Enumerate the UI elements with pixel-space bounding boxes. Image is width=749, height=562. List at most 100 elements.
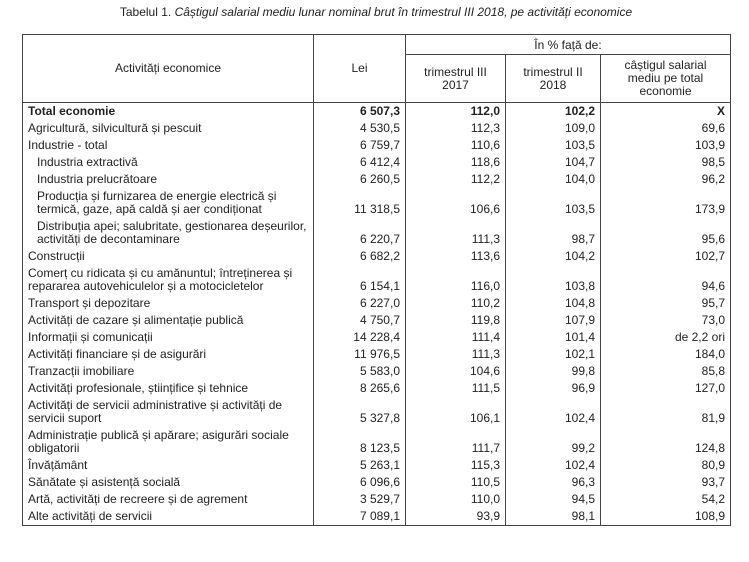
- value-cell: 6 682,2: [313, 248, 406, 265]
- value-cell: 81,9: [600, 397, 731, 427]
- value-cell: 113,6: [405, 248, 506, 265]
- value-cell: X: [600, 102, 731, 120]
- value-cell: 98,1: [505, 508, 601, 526]
- value-cell: 112,3: [405, 120, 506, 137]
- activity-cell: Construcții: [22, 248, 314, 265]
- header-lei: Lei: [313, 34, 406, 103]
- header-row: trimestrul III 2017 trimestrul II 2018 câș…: [23, 54, 731, 103]
- activity-cell: Activități profesionale, științifice și …: [22, 380, 314, 397]
- value-cell: 95,7: [600, 295, 731, 312]
- value-cell: 104,0: [505, 171, 601, 188]
- value-cell: 94,5: [505, 491, 601, 508]
- table-row: Transport și depozitare 6 227,0 110,2 104,8…: [22, 295, 731, 312]
- value-cell: 6 096,6: [313, 474, 406, 491]
- value-cell: 6 759,7: [313, 137, 406, 154]
- activity-cell: Industria extractivă: [22, 154, 314, 171]
- data-table: Activități economice Lei În % față de: t…: [22, 34, 731, 526]
- activity-cell: Tranzacții imobiliare: [22, 363, 314, 380]
- value-cell: 111,7: [405, 427, 506, 457]
- table-row: Industrie - total 6 759,7 110,6 103,5 103,9: [22, 137, 731, 154]
- value-cell: 103,5: [505, 137, 601, 154]
- header-activity: Activități economice: [22, 34, 314, 103]
- activity-cell: Administrație publică și apărare; asigur…: [22, 427, 314, 457]
- value-cell: 4 750,7: [313, 312, 406, 329]
- value-cell: 103,9: [600, 137, 731, 154]
- table-body: Total economie 6 507,3 112,0 102,2 X Agricult…: [22, 102, 731, 526]
- value-cell: 11 318,5: [313, 188, 406, 218]
- value-cell: 110,5: [405, 474, 506, 491]
- value-cell: 80,9: [600, 457, 731, 474]
- value-cell: 7 089,1: [313, 508, 406, 526]
- value-cell: 4 530,5: [313, 120, 406, 137]
- value-cell: 115,3: [405, 457, 506, 474]
- value-cell: 111,4: [405, 329, 506, 346]
- value-cell: 5 583,0: [313, 363, 406, 380]
- value-cell: 6 507,3: [313, 102, 406, 120]
- value-cell: 96,9: [505, 380, 601, 397]
- activity-cell: Transport și depozitare: [22, 295, 314, 312]
- activity-cell: Comerț cu ridicata și cu amănuntul; într…: [22, 265, 314, 295]
- value-cell: 104,8: [505, 295, 601, 312]
- value-cell: 111,3: [405, 218, 506, 248]
- value-cell: 5 263,1: [313, 457, 406, 474]
- value-cell: 69,6: [600, 120, 731, 137]
- activity-cell: Activități de servicii administrative și…: [22, 397, 314, 427]
- value-cell: 14 228,4: [313, 329, 406, 346]
- table-row: Informații și comunicații 14 228,4 111,4 10…: [22, 329, 731, 346]
- value-cell: 8 265,6: [313, 380, 406, 397]
- table-row: Alte activități de servicii 7 089,1 93,9 98…: [22, 508, 731, 526]
- activity-cell: Informații și comunicații: [22, 329, 314, 346]
- value-cell: 184,0: [600, 346, 731, 363]
- activity-cell: Artă, activități de recreere și de agrem…: [22, 491, 314, 508]
- value-cell: 106,1: [405, 397, 506, 427]
- value-cell: 101,4: [505, 329, 601, 346]
- table-title: Tabelul 1. Câștigul salarial mediu lunar…: [22, 5, 730, 19]
- value-cell: 118,6: [405, 154, 506, 171]
- value-cell: 5 327,8: [313, 397, 406, 427]
- value-cell: 104,2: [505, 248, 601, 265]
- activity-cell: Activități financiare și de asigurări: [22, 346, 314, 363]
- value-cell: 103,8: [505, 265, 601, 295]
- activity-cell: Total economie: [22, 102, 314, 120]
- header-group: În % față de:: [405, 34, 731, 55]
- value-cell: 104,6: [405, 363, 506, 380]
- value-cell: 108,9: [600, 508, 731, 526]
- activity-cell: Industria prelucrătoare: [22, 171, 314, 188]
- table-row: Administrație publică și apărare; asigur…: [22, 427, 731, 457]
- value-cell: 96,2: [600, 171, 731, 188]
- value-cell: 111,3: [405, 346, 506, 363]
- value-cell: 6 154,1: [313, 265, 406, 295]
- value-cell: 112,2: [405, 171, 506, 188]
- value-cell: 111,5: [405, 380, 506, 397]
- value-cell: 112,0: [405, 102, 506, 120]
- value-cell: 54,2: [600, 491, 731, 508]
- value-cell: 99,8: [505, 363, 601, 380]
- value-cell: 98,7: [505, 218, 601, 248]
- title-label: Tabelul 1.: [119, 5, 172, 19]
- value-cell: 6 220,7: [313, 218, 406, 248]
- value-cell: 109,0: [505, 120, 601, 137]
- value-cell: 110,6: [405, 137, 506, 154]
- value-cell: 93,7: [600, 474, 731, 491]
- activity-cell: Sănătate și asistență socială: [22, 474, 314, 491]
- title-text: Câștigul salarial mediu lunar nominal br…: [174, 5, 633, 19]
- value-cell: 102,7: [600, 248, 731, 265]
- value-cell: 99,2: [505, 427, 601, 457]
- table-row: Producția și furnizarea de energie elect…: [22, 188, 731, 218]
- value-cell: 102,4: [505, 457, 601, 474]
- table-row: Activități de servicii administrative și…: [22, 397, 731, 427]
- value-cell: 6 260,5: [313, 171, 406, 188]
- table-row: Tranzacții imobiliare 5 583,0 104,6 99,8 85,…: [22, 363, 731, 380]
- value-cell: 96,3: [505, 474, 601, 491]
- activity-cell: Industrie - total: [22, 137, 314, 154]
- activity-cell: Agricultură, silvicultură și pescuit: [22, 120, 314, 137]
- value-cell: 106,6: [405, 188, 506, 218]
- value-cell: 124,8: [600, 427, 731, 457]
- value-cell: 11 976,5: [313, 346, 406, 363]
- value-cell: 110,0: [405, 491, 506, 508]
- value-cell: 3 529,7: [313, 491, 406, 508]
- value-cell: 6 412,4: [313, 154, 406, 171]
- value-cell: 6 227,0: [313, 295, 406, 312]
- value-cell: 102,4: [505, 397, 601, 427]
